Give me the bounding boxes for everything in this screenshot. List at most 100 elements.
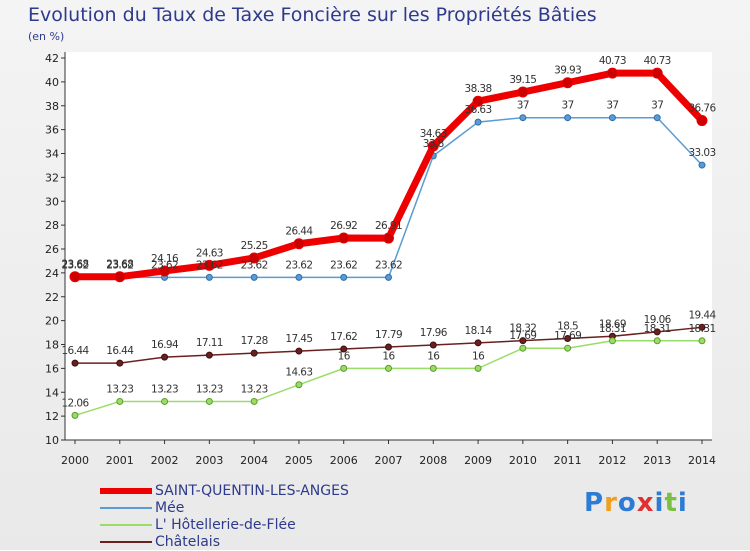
- data-point: [203, 259, 215, 271]
- logo-letter: t: [664, 488, 678, 518]
- y-tick-label: 24: [45, 267, 59, 280]
- data-point: [562, 77, 574, 89]
- data-point: [69, 271, 81, 283]
- data-label: 19.06: [644, 314, 672, 326]
- data-point: [205, 351, 213, 359]
- y-tick-label: 38: [45, 100, 59, 113]
- data-label: 25.25: [241, 240, 268, 252]
- data-point: [698, 161, 706, 169]
- x-tick-label: 2008: [419, 454, 447, 467]
- data-label: 23.68: [61, 259, 88, 271]
- data-label: 16.44: [61, 345, 89, 357]
- data-point: [71, 411, 79, 419]
- data-point: [338, 232, 350, 244]
- data-point: [161, 353, 169, 361]
- data-point: [606, 67, 618, 79]
- data-point: [519, 114, 527, 122]
- data-point: [293, 238, 305, 250]
- data-point: [564, 344, 572, 352]
- data-point: [295, 347, 303, 355]
- data-point: [698, 337, 706, 345]
- legend-swatch: [100, 488, 152, 494]
- data-point: [385, 364, 392, 372]
- legend-label: SAINT-QUENTIN-LES-ANGES: [155, 483, 349, 499]
- y-tick-label: 34: [45, 148, 59, 161]
- data-label: 23.68: [106, 259, 133, 271]
- data-label: 13.23: [196, 383, 223, 395]
- data-point: [205, 273, 213, 281]
- data-point: [161, 397, 169, 405]
- data-label: 17.69: [554, 330, 581, 342]
- data-point: [340, 364, 348, 372]
- data-label: 26.92: [330, 220, 357, 232]
- data-label: 36.76: [688, 103, 716, 115]
- data-point: [474, 364, 482, 372]
- data-point: [383, 232, 394, 244]
- data-label: 23.62: [375, 259, 402, 271]
- data-point: [564, 335, 572, 343]
- y-tick-label: 42: [45, 52, 59, 65]
- data-label: 17.96: [420, 327, 448, 339]
- data-label: 13.23: [241, 383, 268, 395]
- data-label: 16: [427, 350, 440, 362]
- data-point: [340, 345, 348, 353]
- data-label: 18.5: [557, 321, 578, 333]
- logo-letter: r: [604, 488, 618, 518]
- data-point: [698, 323, 706, 331]
- data-label: 17.28: [241, 335, 268, 347]
- plot-background: [65, 52, 712, 440]
- data-label: 37: [651, 100, 663, 112]
- y-tick-label: 40: [45, 76, 59, 89]
- x-tick-label: 2005: [285, 454, 313, 467]
- data-label: 39.93: [554, 65, 581, 77]
- data-label: 18.32: [509, 323, 536, 335]
- data-point: [114, 271, 126, 283]
- y-tick-label: 32: [45, 171, 59, 184]
- x-tick-label: 2009: [464, 454, 492, 467]
- data-label: 19.44: [688, 309, 716, 321]
- x-tick-label: 2006: [330, 454, 358, 467]
- data-label: 37: [562, 100, 574, 112]
- data-label: 12.06: [61, 397, 89, 409]
- data-label: 18.31: [688, 323, 715, 335]
- data-label: 17.69: [509, 330, 536, 342]
- data-point: [385, 343, 392, 351]
- data-point: [608, 337, 616, 345]
- data-label: 13.23: [151, 383, 178, 395]
- data-label: 17.79: [375, 329, 402, 341]
- logo-letter: o: [617, 488, 637, 518]
- data-point: [429, 341, 437, 349]
- data-label: 23.62: [106, 259, 133, 271]
- data-point: [250, 349, 258, 357]
- x-tick-label: 2013: [643, 454, 671, 467]
- y-tick-label: 14: [45, 386, 59, 399]
- data-point: [474, 118, 482, 126]
- logo-letter: i: [654, 488, 665, 518]
- data-point: [474, 339, 482, 347]
- data-point: [385, 273, 392, 281]
- data-point: [250, 273, 258, 281]
- data-label: 37: [606, 100, 618, 112]
- data-label: 24.63: [196, 247, 223, 259]
- data-point: [653, 328, 661, 336]
- data-point: [519, 344, 527, 352]
- logo-letter: x: [636, 488, 655, 518]
- y-tick-label: 22: [45, 291, 59, 304]
- y-tick-label: 10: [45, 434, 59, 447]
- data-point: [608, 114, 616, 122]
- x-tick-label: 2007: [375, 454, 403, 467]
- data-label: 33.8: [423, 138, 444, 150]
- data-point: [116, 359, 124, 367]
- x-tick-label: 2012: [598, 454, 626, 467]
- y-tick-label: 26: [45, 243, 59, 256]
- data-point: [427, 140, 439, 152]
- data-label: 18.31: [599, 323, 626, 335]
- data-label: 16.44: [106, 345, 134, 357]
- data-point: [159, 265, 171, 277]
- data-point: [696, 115, 708, 127]
- data-label: 23.62: [330, 259, 357, 271]
- data-label: 23.62: [151, 259, 178, 271]
- y-tick-label: 28: [45, 219, 59, 232]
- data-label: 23.62: [285, 259, 312, 271]
